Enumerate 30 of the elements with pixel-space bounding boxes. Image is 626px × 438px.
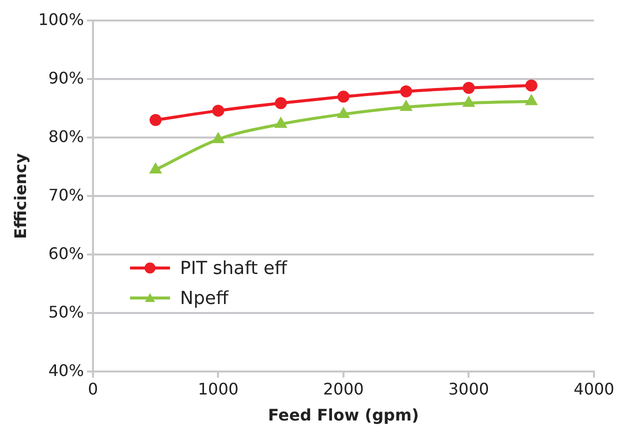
x-axis-title: Feed Flow (gpm) [268, 406, 419, 425]
point [212, 104, 224, 117]
point [462, 82, 475, 94]
point [525, 80, 538, 92]
legend-label: Npeff [180, 288, 228, 308]
point [400, 85, 412, 98]
point [150, 114, 162, 126]
point [526, 95, 537, 106]
y-tick-label: 70% [48, 185, 84, 204]
point [463, 97, 474, 107]
y-axis-title: Efficiency [10, 152, 30, 240]
y-tick-label: 90% [48, 68, 84, 88]
x-tick-label: 4000 [574, 379, 614, 398]
point [275, 118, 286, 128]
x-tick-label: 1000 [198, 379, 239, 398]
point [337, 90, 350, 103]
point [274, 97, 287, 110]
y-tick-label: 100% [38, 10, 84, 29]
point [400, 101, 412, 111]
y-tick-label: 60% [48, 244, 84, 263]
legend-label: PIT shaft eff [180, 258, 287, 278]
point [150, 164, 161, 174]
point [338, 108, 349, 118]
y-tick-label: 80% [48, 126, 84, 146]
x-tick-label: 0 [88, 379, 98, 398]
x-tick-label: 2000 [323, 379, 364, 398]
y-tick-label: 40% [48, 360, 84, 380]
x-tick-label: 3000 [448, 379, 490, 398]
point [212, 133, 224, 144]
y-tick-label: 50% [48, 302, 84, 322]
